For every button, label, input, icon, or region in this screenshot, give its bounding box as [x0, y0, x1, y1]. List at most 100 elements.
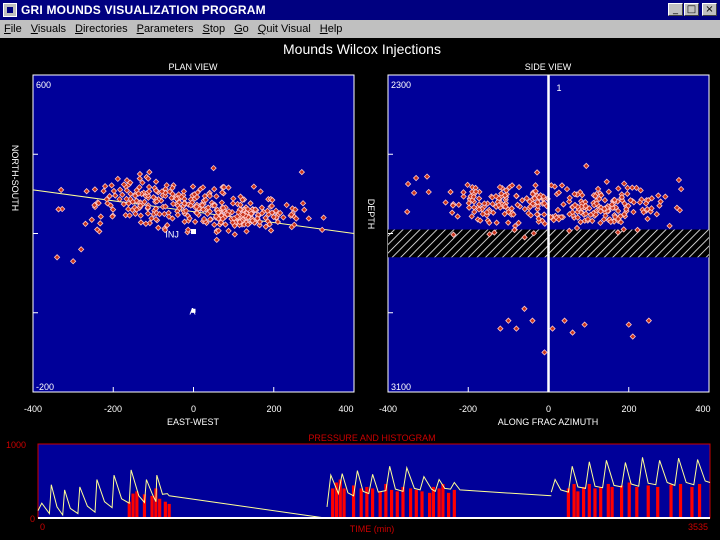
event-marker: [656, 202, 663, 209]
event-marker: [554, 206, 562, 214]
event-marker: [532, 182, 539, 189]
event-marker: [627, 197, 634, 204]
event-marker: [571, 201, 579, 209]
event-marker: [449, 202, 457, 209]
event-marker: [582, 210, 590, 217]
event-marker: [161, 226, 169, 234]
event-marker: [527, 212, 534, 219]
histogram-bar: [431, 486, 436, 518]
event-marker: [541, 200, 548, 207]
event-marker: [176, 205, 183, 212]
event-marker: [256, 218, 264, 226]
event-marker: [470, 193, 477, 200]
event-marker: [97, 220, 104, 227]
event-marker: [126, 212, 133, 219]
maximize-button[interactable]: □: [684, 3, 699, 16]
menu-help[interactable]: Help: [319, 23, 343, 35]
histogram-bar: [131, 493, 135, 518]
event-marker: [214, 209, 222, 216]
plan-x-tick-label: -200: [104, 404, 122, 414]
event-marker: [155, 224, 162, 231]
event-marker: [505, 317, 512, 324]
time-min-label: 0: [40, 522, 45, 532]
histogram-bar: [338, 479, 342, 518]
event-marker: [608, 201, 616, 208]
event-marker: [202, 196, 210, 204]
event-marker: [292, 206, 299, 213]
histogram-bar: [452, 489, 456, 518]
event-marker: [513, 325, 520, 332]
event-marker: [173, 195, 180, 203]
menu-visuals[interactable]: Visuals: [30, 23, 67, 35]
event-marker: [653, 211, 660, 218]
event-marker: [207, 216, 214, 223]
event-marker: [123, 195, 130, 203]
event-marker: [237, 201, 244, 208]
event-marker: [199, 184, 207, 191]
histogram-bar: [342, 488, 346, 518]
event-marker: [193, 193, 201, 201]
side-x-tick-label: 200: [621, 404, 636, 414]
event-marker: [629, 184, 636, 191]
event-marker: [666, 222, 673, 230]
event-marker: [573, 224, 581, 232]
event-marker: [152, 205, 160, 212]
event-marker: [566, 194, 573, 202]
menu-quit-visual[interactable]: Quit Visual: [257, 23, 311, 35]
histogram-bar: [620, 485, 624, 518]
event-marker: [69, 258, 77, 265]
event-marker: [91, 186, 99, 193]
histogram-bar: [365, 486, 369, 518]
event-marker: [215, 227, 222, 234]
histogram-bar: [606, 483, 610, 518]
event-marker: [620, 226, 627, 233]
event-marker: [116, 186, 124, 193]
plan-view-x-tick-labels: -400 -200 0 200 400: [24, 404, 354, 414]
event-marker: [597, 219, 604, 227]
event-marker: [555, 216, 563, 223]
event-marker: [468, 213, 475, 220]
histogram-bar: [610, 486, 614, 518]
menu-go[interactable]: Go: [234, 23, 249, 35]
event-marker: [219, 189, 226, 196]
event-marker: [213, 193, 220, 200]
event-marker: [82, 220, 89, 227]
menu-stop[interactable]: Stop: [202, 23, 226, 35]
menu-directories[interactable]: Directories: [75, 23, 128, 35]
event-marker: [532, 188, 539, 195]
histogram-bar: [150, 495, 154, 518]
histogram-bar: [428, 492, 432, 518]
event-marker: [269, 196, 276, 204]
event-marker: [301, 206, 308, 213]
app-icon[interactable]: [3, 3, 17, 17]
event-marker: [496, 183, 504, 191]
event-marker: [161, 210, 168, 218]
event-marker: [248, 210, 255, 217]
event-marker: [624, 190, 631, 197]
plan-x-tick-label: 0: [191, 404, 196, 414]
event-marker: [200, 215, 208, 223]
event-marker: [597, 208, 604, 215]
histogram-bar: [656, 486, 660, 518]
event-marker: [534, 203, 541, 210]
event-marker: [673, 204, 681, 211]
event-marker: [137, 202, 144, 209]
histogram-bar: [690, 486, 694, 518]
event-marker: [239, 196, 246, 204]
event-marker: [662, 193, 669, 200]
menu-file[interactable]: File: [4, 23, 22, 35]
minimize-button[interactable]: _: [668, 3, 683, 16]
event-marker: [584, 215, 592, 223]
event-marker: [224, 211, 231, 218]
event-marker: [503, 187, 510, 194]
menu-parameters[interactable]: Parameters: [136, 23, 194, 35]
visualization-canvas: Mounds Wilcox Injections PLAN VIEW 600 -…: [6, 41, 711, 534]
event-marker: [193, 203, 200, 210]
event-marker: [163, 182, 170, 189]
close-button[interactable]: ×: [702, 3, 717, 16]
side-view-x-tick-labels: -400 -200 0 200 400: [379, 404, 711, 414]
side-view-events: [404, 162, 685, 356]
histogram-bar: [566, 488, 570, 518]
event-marker: [481, 200, 488, 207]
event-marker: [152, 178, 160, 185]
